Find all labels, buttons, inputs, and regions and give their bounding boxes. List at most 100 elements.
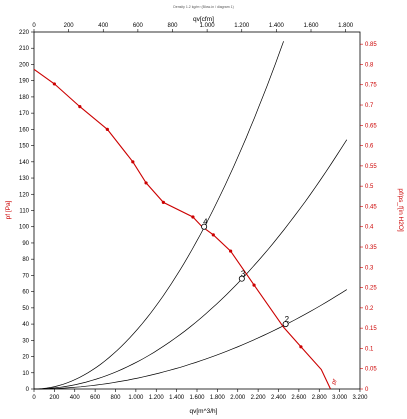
y-left-tick-label: 180 [19, 95, 30, 101]
y-right-tick-label: 0.15 [365, 326, 377, 332]
y-right-tick-label: 0.75 [365, 83, 377, 89]
x-bottom-tick-label: 2.200 [251, 395, 267, 401]
operating-points: 4 3 2 [201, 218, 290, 328]
operating-point-label: 4 [203, 218, 208, 227]
system-curve-2 [34, 289, 347, 390]
y-left-tick-label: 0 [26, 387, 30, 393]
operating-point-marker [201, 223, 208, 230]
x-bottom-tick-label: 2.800 [312, 395, 328, 401]
pressure-curve-label: pf [331, 378, 339, 386]
pressure-curve-marker [52, 82, 56, 86]
y-right-tick-label: 0.55 [365, 164, 377, 170]
x-bottom-tick-label: 200 [49, 395, 60, 401]
x-bottom-tick-label: 1.200 [149, 395, 165, 401]
x-bottom-tick-label: 3.200 [352, 395, 368, 401]
y-left-tick-label: 200 [19, 62, 30, 68]
pressure-series: pf [33, 68, 339, 390]
y-left-tick-label: 20 [22, 355, 29, 361]
y-left-tick-label: 70 [22, 273, 29, 279]
operating-point-marker [282, 321, 289, 328]
y-right-tick-label: 0.65 [365, 123, 377, 129]
operating-point-marker [238, 275, 245, 282]
x-top-tick-label: 800 [167, 23, 178, 29]
pressure-curve [33, 68, 331, 390]
pressure-curve-marker [229, 249, 233, 253]
right-axis-title: pf/ps_f[in H2O] [397, 188, 404, 232]
x-bottom-tick-label: 800 [110, 395, 121, 401]
pressure-curve-marker [191, 215, 195, 219]
x-top-tick-label: 1.200 [234, 23, 250, 29]
y-left-tick-label: 220 [19, 30, 30, 36]
y-right-tick-label: 0.45 [365, 204, 377, 210]
y-right-tick-label: 0.1 [365, 346, 374, 352]
y-left-tick-label: 150 [19, 144, 30, 150]
pressure-curve-marker [131, 160, 135, 164]
y-left-tick-label: 30 [22, 338, 29, 344]
y-left-tick-label: 100 [19, 225, 30, 231]
x-bottom-tick-label: 3.000 [332, 395, 348, 401]
pressure-curve-marker [252, 283, 256, 287]
system-curve-4 [33, 41, 284, 390]
y-left-tick-label: 90 [22, 241, 29, 247]
x-top-tick-label: 0 [32, 23, 36, 29]
pressure-curve-marker [144, 181, 148, 185]
x-bottom-tick-label: 600 [90, 395, 101, 401]
y-left-tick-label: 160 [19, 127, 30, 133]
y-left-tick-label: 210 [19, 46, 30, 52]
y-left-tick-label: 10 [22, 371, 29, 377]
y-right-tick-label: 0.6 [365, 144, 374, 150]
x-bottom-tick-label: 1.000 [128, 395, 144, 401]
y-right-tick-label: 0.05 [365, 367, 377, 373]
x-bottom-tick-label: 1.800 [210, 395, 226, 401]
pressure-curve-marker [78, 105, 82, 109]
y-left-tick-label: 40 [22, 322, 29, 328]
y-right-tick-label: 0.7 [365, 103, 374, 109]
left-axis-title: pf [Pa] [5, 200, 12, 219]
x-bottom-tick-label: 2.400 [271, 395, 287, 401]
y-left-tick-label: 50 [22, 306, 29, 312]
system-curves [33, 41, 348, 390]
x-bottom-tick-label: 1.600 [189, 395, 205, 401]
x-bottom-tick-label: 2.000 [230, 395, 246, 401]
y-right-tick-label: 0.5 [365, 184, 374, 190]
x-bottom-tick-label: 1.400 [169, 395, 185, 401]
y-right-tick-label: 0.2 [365, 306, 374, 312]
pressure-curve-marker [105, 127, 109, 131]
chart-title: Density 1.2 kg/m³ (Blow-in / diagram 1) [173, 5, 234, 9]
y-left-tick-label: 130 [19, 176, 30, 182]
system-curve-3 [33, 139, 348, 390]
y-left-tick-label: 80 [22, 257, 29, 263]
y-right-tick-label: 0.85 [365, 42, 377, 48]
y-right-tick-label: 0 [365, 387, 369, 393]
y-left-tick-label: 60 [22, 290, 29, 296]
y-left-tick-label: 140 [19, 160, 30, 166]
top-axis-title: qv[cfm] [193, 16, 214, 23]
y-left-tick-label: 170 [19, 111, 30, 117]
x-bottom-tick-label: 2.600 [291, 395, 307, 401]
y-left-tick-label: 120 [19, 192, 30, 198]
y-right-tick-label: 0.3 [365, 265, 374, 271]
x-bottom-tick-label: 0 [32, 395, 36, 401]
operating-point-label: 3 [241, 270, 246, 279]
x-top-tick-label: 1.400 [269, 23, 285, 29]
x-top-tick-label: 1.800 [338, 23, 354, 29]
plot-area [33, 31, 361, 390]
x-top-tick-label: 400 [98, 23, 109, 29]
y-left-tick-label: 190 [19, 79, 30, 85]
plot-frame [33, 31, 361, 390]
x-top-tick-label: 1.600 [303, 23, 319, 29]
pressure-curve-marker [299, 345, 303, 349]
y-right-tick-label: 0.25 [365, 286, 377, 292]
x-top-tick-label: 600 [133, 23, 144, 29]
operating-point-label: 2 [285, 315, 290, 324]
y-left-tick-label: 110 [19, 209, 29, 215]
bottom-axis-title: qv[m^3/h] [190, 408, 218, 415]
y-right-tick-label: 0.4 [365, 225, 374, 231]
x-bottom-tick-label: 400 [70, 395, 81, 401]
axis-ticks: 0102030405060708090100110120130140150160… [19, 23, 377, 401]
y-right-tick-label: 0.8 [365, 62, 374, 68]
x-top-tick-label: 1.000 [200, 23, 216, 29]
pressure-curve-marker [211, 233, 215, 237]
pressure-curve-marker [161, 200, 165, 204]
